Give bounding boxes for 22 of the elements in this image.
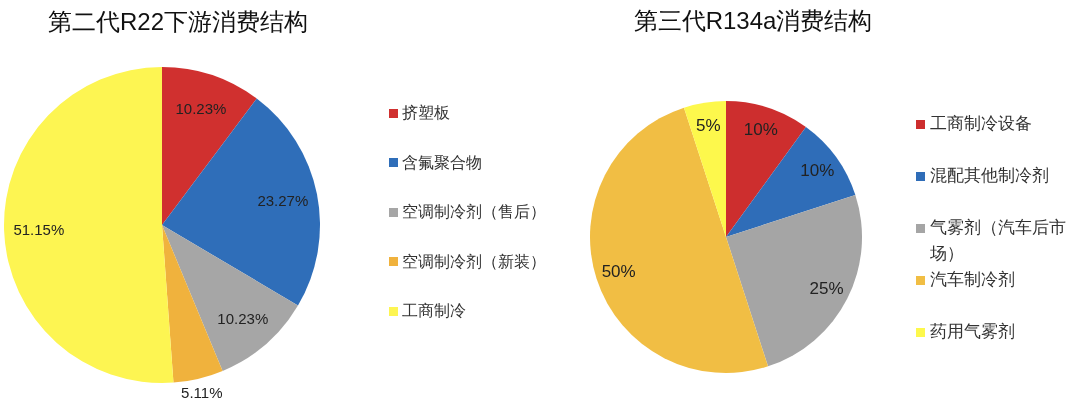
legend-label: 汽车制冷剂	[930, 269, 1015, 291]
data-label: 5%	[696, 116, 721, 136]
data-label: 10.23%	[175, 99, 227, 117]
legend-label: 气雾剂（汽车后市场）	[930, 217, 1067, 265]
legend-label: 空调制冷剂（售后）	[402, 202, 546, 222]
data-label: 10%	[743, 120, 778, 140]
chart-title: 第三代R134a消费结构	[632, 6, 874, 36]
data-label: 25%	[809, 278, 844, 298]
legend-label: 工商制冷设备	[930, 113, 1032, 135]
data-label: 50%	[601, 262, 636, 282]
data-label: 5.11%	[181, 383, 223, 401]
legend-label: 药用气雾剂	[930, 321, 1015, 343]
data-label: 10%	[800, 161, 835, 181]
chart-title: 第二代R22下游消费结构	[47, 7, 309, 37]
legend-label: 挤塑板	[402, 103, 450, 123]
legend-label: 含氟聚合物	[402, 152, 482, 173]
data-label: 51.15%	[13, 220, 65, 238]
legend-label: 空调制冷剂（新装）	[402, 251, 546, 272]
data-label: 10.23%	[217, 309, 269, 327]
legend-label: 混配其他制冷剂	[930, 165, 1049, 187]
data-label: 23.27%	[257, 192, 309, 210]
legend-label: 工商制冷	[402, 301, 466, 321]
